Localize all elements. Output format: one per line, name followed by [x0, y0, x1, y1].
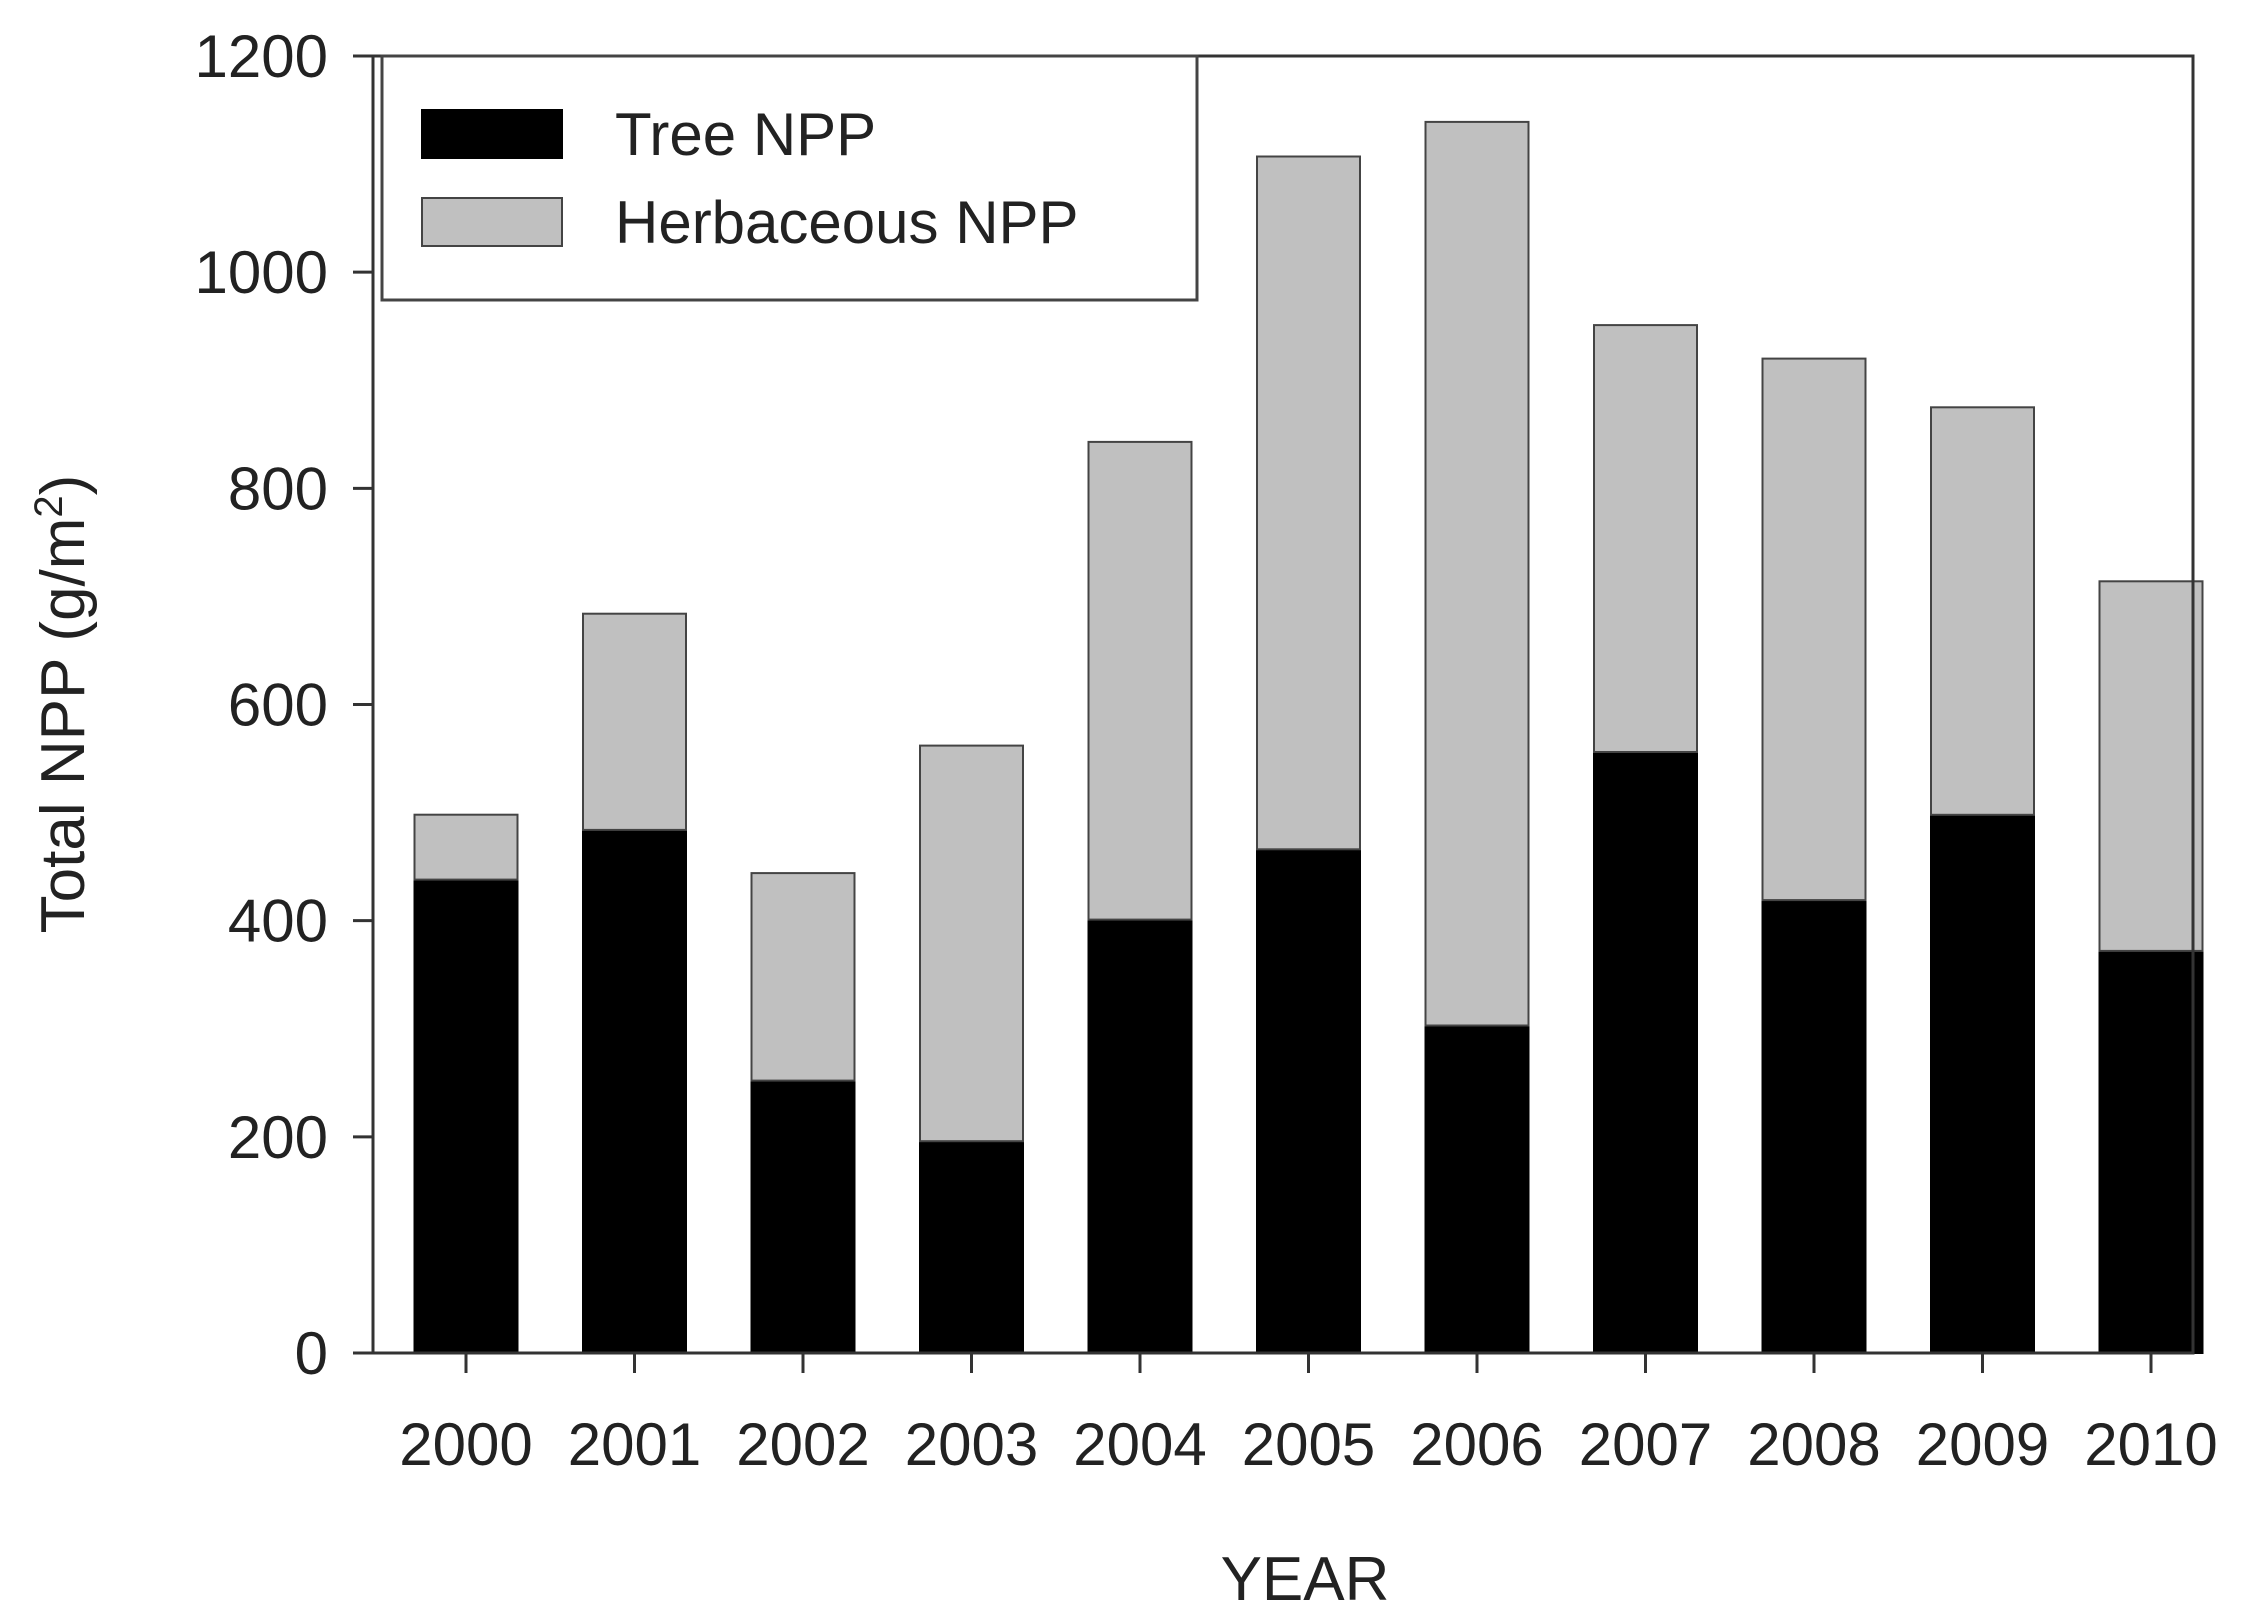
y-tick-label-1200: 1200 — [195, 23, 328, 90]
x-tick-label-2005: 2005 — [1242, 1411, 1375, 1478]
bar-tree-2002 — [750, 1079, 856, 1354]
bar-tree-2006 — [1424, 1024, 1530, 1354]
ticks-layer: 2000 2001 2002 2003 2004 2005 2006 2007 2008 2009… — [195, 23, 2218, 1478]
bar-herbaceous-2008 — [1761, 357, 1867, 902]
x-tick-label-2004: 2004 — [1073, 1411, 1206, 1478]
bar-herbaceous-2000 — [413, 813, 519, 881]
x-tick-label-2008: 2008 — [1747, 1411, 1880, 1478]
bar-tree-2003 — [919, 1140, 1024, 1354]
x-tick-label-2010: 2010 — [2084, 1411, 2217, 1478]
bars-layer — [413, 120, 2204, 1355]
bar-tree-2007 — [1593, 751, 1698, 1354]
bar-herbaceous-2007 — [1593, 324, 1698, 753]
legend-label-tree: Tree NPP — [615, 101, 876, 168]
bar-tree-2004 — [1087, 918, 1193, 1354]
y-axis-title-suffix: ) — [29, 475, 98, 496]
bar-tree-2005 — [1256, 848, 1361, 1354]
x-tick-label-2007: 2007 — [1579, 1411, 1712, 1478]
y-axis-title-main: Total NPP (g/m — [29, 518, 98, 934]
x-tick-label-2002: 2002 — [736, 1411, 869, 1478]
y-axis-title-superscript: 2 — [27, 495, 71, 517]
legend-box — [380, 54, 1199, 302]
legend-label-herbaceous: Herbaceous NPP — [615, 189, 1079, 256]
bar-herbaceous-2005 — [1256, 155, 1361, 851]
legend-swatch-tree — [421, 109, 563, 159]
x-tick-label-2003: 2003 — [905, 1411, 1038, 1478]
bar-tree-2009 — [1930, 813, 2035, 1354]
bar-herbaceous-2006 — [1424, 120, 1530, 1027]
x-tick-label-2000: 2000 — [399, 1411, 532, 1478]
bar-herbaceous-2004 — [1087, 440, 1193, 921]
bar-herbaceous-2002 — [750, 872, 856, 1082]
bar-tree-2010 — [2098, 949, 2204, 1355]
x-axis-title: YEAR — [1221, 1545, 1390, 1614]
y-tick-label-200: 200 — [228, 1104, 328, 1171]
x-tick-label-2001: 2001 — [568, 1411, 701, 1478]
bar-tree-2001 — [582, 828, 687, 1354]
bar-herbaceous-2009 — [1930, 406, 2035, 816]
y-tick-label-0: 0 — [295, 1320, 328, 1387]
x-tick-label-2009: 2009 — [1916, 1411, 2049, 1478]
bar-tree-2000 — [413, 878, 519, 1354]
bar-herbaceous-2003 — [919, 744, 1024, 1143]
bar-herbaceous-2010 — [2098, 580, 2204, 952]
y-tick-label-800: 800 — [228, 455, 328, 522]
legend-swatch-herbaceous — [421, 197, 563, 247]
legend: Tree NPP Herbaceous NPP — [380, 54, 1199, 302]
y-tick-label-1000: 1000 — [195, 239, 328, 306]
y-tick-label-400: 400 — [228, 888, 328, 955]
y-tick-label-600: 600 — [228, 672, 328, 739]
bar-herbaceous-2001 — [582, 612, 687, 831]
bar-tree-2008 — [1761, 899, 1867, 1354]
x-tick-label-2006: 2006 — [1410, 1411, 1543, 1478]
y-axis-title: Total NPP (g/m2) — [27, 475, 98, 934]
